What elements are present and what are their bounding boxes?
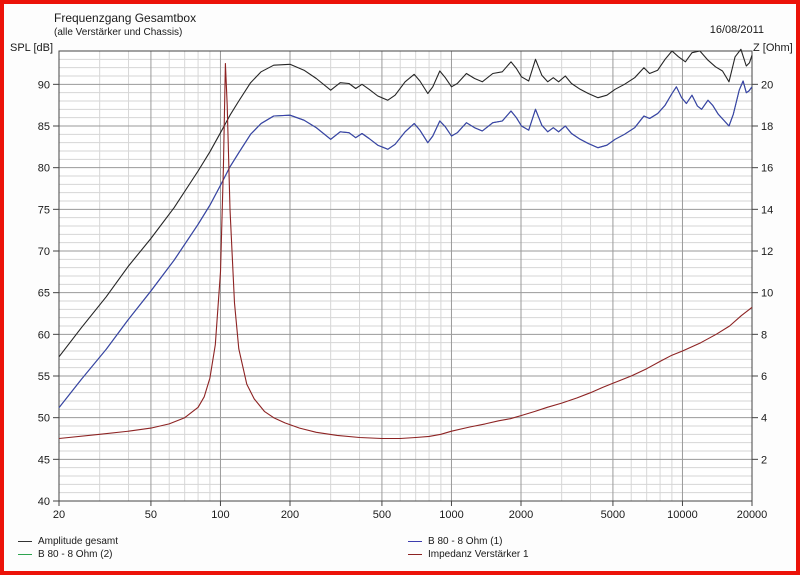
svg-text:85: 85 <box>38 121 50 133</box>
curve-b-80-8-ohm-1- <box>58 80 753 409</box>
svg-text:45: 45 <box>38 454 50 466</box>
legend-label: Amplitude gesamt <box>38 535 119 547</box>
measurement-date: 16/08/2011 <box>709 24 764 36</box>
legend-item-impedanz: Impedanz Verstärker 1 <box>404 548 529 560</box>
legend-line-swatch <box>408 553 422 555</box>
svg-text:50: 50 <box>145 509 157 521</box>
chart-subtitle: (alle Verstärker und Chassis) <box>54 27 183 38</box>
svg-text:65: 65 <box>38 288 50 300</box>
legend-item-b80-1: B 80 - 8 Ohm (1) <box>404 535 529 547</box>
svg-text:20: 20 <box>53 509 65 521</box>
svg-text:80: 80 <box>38 163 50 175</box>
svg-text:4: 4 <box>761 413 767 425</box>
legend-line-swatch <box>408 540 422 542</box>
svg-text:6: 6 <box>761 371 767 383</box>
svg-text:40: 40 <box>38 496 50 508</box>
svg-text:100: 100 <box>211 509 229 521</box>
svg-text:50: 50 <box>38 413 50 425</box>
legend-label: B 80 - 8 Ohm (2) <box>38 548 113 560</box>
legend-line-swatch <box>18 553 32 555</box>
chart-legend: B 80 - 8 Ohm (1) Impedanz Verstärker 1 <box>404 535 529 560</box>
svg-text:20: 20 <box>761 79 773 91</box>
svg-text:2000: 2000 <box>509 509 533 521</box>
svg-text:200: 200 <box>281 509 299 521</box>
impedance-axis-label: Z [Ohm] <box>753 42 793 54</box>
svg-text:90: 90 <box>38 79 50 91</box>
svg-text:10000: 10000 <box>667 509 698 521</box>
svg-text:2: 2 <box>761 454 767 466</box>
svg-text:18: 18 <box>761 121 773 133</box>
curve-impedanz-verst-rker-1 <box>58 62 753 440</box>
svg-text:5000: 5000 <box>601 509 625 521</box>
chart-legend: Amplitude gesamt B 80 - 8 Ohm (2) <box>14 535 118 560</box>
legend-item-b80-2: B 80 - 8 Ohm (2) <box>14 548 118 560</box>
svg-text:70: 70 <box>38 246 50 258</box>
svg-text:10: 10 <box>761 288 773 300</box>
legend-item-amplitude-gesamt: Amplitude gesamt <box>14 535 118 547</box>
legend-label: Impedanz Verstärker 1 <box>428 548 529 560</box>
frequency-response-chart: 20 50 100 200 500 1000 2000 5000 10000 2000040455… <box>38 48 773 521</box>
svg-text:60: 60 <box>38 329 50 341</box>
svg-text:500: 500 <box>373 509 391 521</box>
spl-axis-label: SPL [dB] <box>10 42 54 54</box>
svg-text:75: 75 <box>38 204 50 216</box>
window-bottom-edge <box>4 571 800 575</box>
svg-text:8: 8 <box>761 329 767 341</box>
svg-text:20000: 20000 <box>737 509 768 521</box>
legend-line-swatch <box>18 540 32 542</box>
svg-text:12: 12 <box>761 246 773 258</box>
svg-text:16: 16 <box>761 163 773 175</box>
svg-text:55: 55 <box>38 371 50 383</box>
legend-label: B 80 - 8 Ohm (1) <box>428 535 503 547</box>
curve-amplitude-gesamt <box>58 48 753 358</box>
svg-text:14: 14 <box>761 204 773 216</box>
svg-text:1000: 1000 <box>439 509 463 521</box>
chart-title: Frequenzgang Gesamtbox <box>54 11 197 25</box>
